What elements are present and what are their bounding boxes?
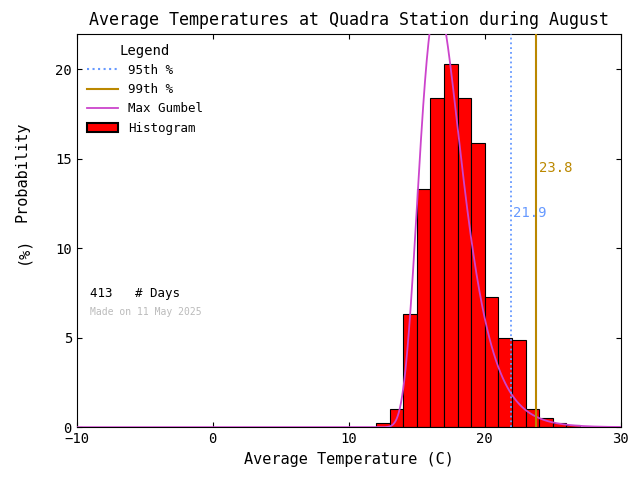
Bar xyxy=(417,189,431,427)
Bar xyxy=(540,418,553,427)
Bar xyxy=(431,98,444,427)
Text: 21.9: 21.9 xyxy=(513,205,546,219)
Text: Probability: Probability xyxy=(15,121,30,222)
Bar xyxy=(471,143,485,427)
Text: (%): (%) xyxy=(15,236,30,264)
Bar xyxy=(390,409,403,427)
Bar xyxy=(499,338,512,427)
X-axis label: Average Temperature (C): Average Temperature (C) xyxy=(244,452,454,467)
Text: 23.8: 23.8 xyxy=(538,161,572,175)
Bar xyxy=(444,64,458,427)
Bar xyxy=(553,423,566,427)
Bar xyxy=(458,98,471,427)
Title: Average Temperatures at Quadra Station during August: Average Temperatures at Quadra Station d… xyxy=(89,11,609,29)
Legend: 95th %, 99th %, Max Gumbel, Histogram: 95th %, 99th %, Max Gumbel, Histogram xyxy=(83,40,207,138)
Bar xyxy=(376,423,390,427)
Bar xyxy=(525,409,540,427)
Text: Made on 11 May 2025: Made on 11 May 2025 xyxy=(90,307,202,317)
Bar xyxy=(566,425,580,427)
Text: 413   # Days: 413 # Days xyxy=(90,288,180,300)
Bar xyxy=(403,314,417,427)
Bar xyxy=(512,339,525,427)
Bar xyxy=(485,297,499,427)
